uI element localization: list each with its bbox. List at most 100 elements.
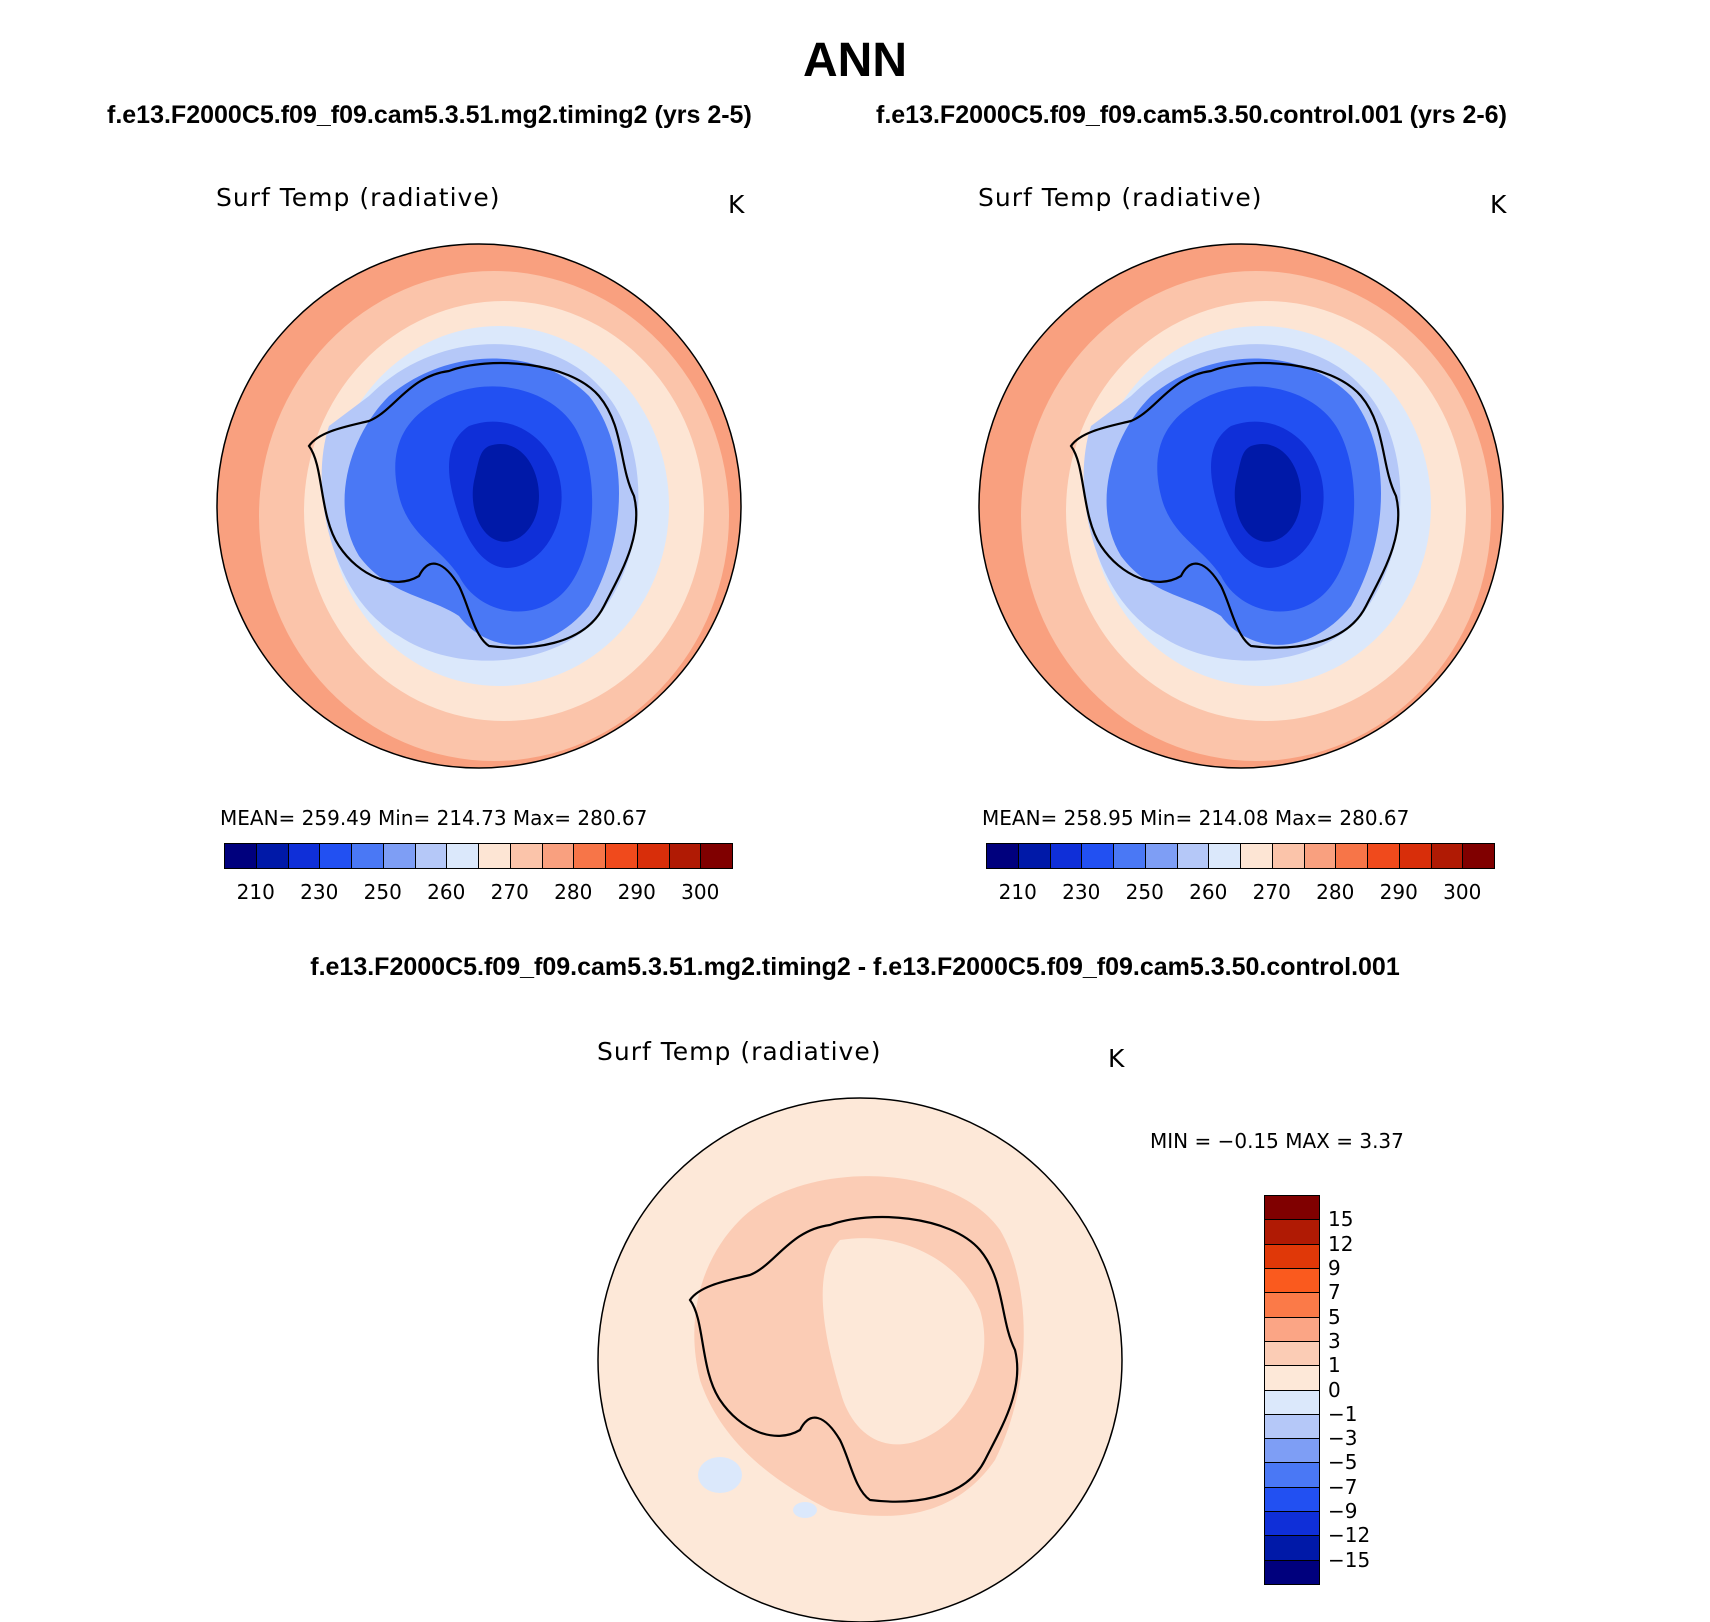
colorbar-swatch: [1017, 843, 1051, 869]
case-title-control: f.e13.F2000C5.f09_f09.cam5.3.50.control.…: [876, 101, 1507, 129]
colorbar-swatch: [1264, 1243, 1320, 1269]
colorbar-tick-label: 210: [998, 880, 1037, 904]
colorbar-swatch: [1264, 1389, 1320, 1415]
main-title: ANN: [803, 34, 907, 87]
colorbar-tick-label: 250: [363, 880, 402, 904]
colorbar-swatch: [541, 843, 575, 869]
colorbar-tick-label: −7: [1328, 1474, 1358, 1499]
colorbar-swatch: [1264, 1486, 1320, 1513]
colorbar-swatch: [1264, 1340, 1320, 1367]
colorbar-swatch: [605, 843, 638, 869]
panel2-units-label: K: [1490, 190, 1508, 219]
colorbar-swatch: [1430, 843, 1464, 869]
colorbar-swatch: [1264, 1316, 1320, 1342]
colorbar-swatch: [1264, 1195, 1320, 1221]
colorbar-swatch: [255, 843, 289, 869]
colorbar-tick-label: −5: [1328, 1450, 1358, 1475]
colorbar-swatch: [668, 843, 702, 869]
colorbar-swatch: [1264, 1535, 1320, 1561]
colorbar-swatch: [1367, 843, 1400, 869]
colorbar-swatch: [319, 843, 352, 869]
diff-colorbar: [1264, 1195, 1320, 1585]
colorbar-swatch: [1264, 1365, 1320, 1391]
panel2-colorbar: [986, 843, 1495, 869]
colorbar-swatch: [1144, 843, 1178, 869]
diff-polar-map: [597, 1097, 1123, 1622]
colorbar-swatch: [414, 843, 448, 869]
colorbar-tick-label: 260: [427, 880, 466, 904]
colorbar-tick-label: 280: [1316, 880, 1355, 904]
colorbar-swatch: [636, 843, 670, 869]
colorbar-swatch: [287, 843, 321, 869]
panel2-colorbar-ticks: 210 230 250 260 270 280 290 300: [986, 880, 1494, 906]
colorbar-tick-label: 7: [1328, 1280, 1341, 1305]
panel2-variable-label: Surf Temp (radiative): [978, 183, 1263, 212]
colorbar-tick-label: 250: [1125, 880, 1164, 904]
colorbar-swatch: [1049, 843, 1083, 869]
colorbar-tick-label: 230: [1062, 880, 1101, 904]
colorbar-swatch: [1264, 1511, 1320, 1537]
panel1-variable-label: Surf Temp (radiative): [216, 183, 501, 212]
colorbar-swatch: [509, 843, 543, 869]
diff-colorbar-ticks: 15 12 9 7 5 3 1 0 −1 −3 −5 −7 −9 −12 −15: [1328, 1195, 1388, 1584]
colorbar-swatch: [1303, 843, 1337, 869]
colorbar-swatch: [1176, 843, 1210, 869]
colorbar-swatch: [1398, 843, 1432, 869]
colorbar-swatch: [1335, 843, 1368, 869]
colorbar-swatch: [573, 843, 606, 869]
colorbar-tick-label: 0: [1328, 1377, 1341, 1402]
colorbar-swatch: [986, 843, 1019, 869]
colorbar-tick-label: −15: [1328, 1547, 1371, 1572]
colorbar-swatch: [1081, 843, 1114, 869]
colorbar-tick-label: 15: [1328, 1207, 1354, 1232]
colorbar-tick-label: 290: [617, 880, 656, 904]
colorbar-swatch: [446, 843, 479, 869]
colorbar-swatch: [1113, 843, 1146, 869]
colorbar-tick-label: 230: [300, 880, 339, 904]
colorbar-swatch: [700, 843, 733, 869]
colorbar-tick-label: 280: [554, 880, 593, 904]
colorbar-swatch: [351, 843, 384, 869]
colorbar-swatch: [382, 843, 416, 869]
panel1-colorbar-ticks: 210 230 250 260 270 280 290 300: [224, 880, 732, 906]
panel1-stats: MEAN= 259.49 Min= 214.73 Max= 280.67: [220, 806, 648, 830]
colorbar-tick-label: −12: [1328, 1523, 1371, 1548]
colorbar-tick-label: 210: [236, 880, 275, 904]
colorbar-tick-label: 300: [681, 880, 720, 904]
panel1-units-label: K: [728, 190, 746, 219]
diff-variable-label: Surf Temp (radiative): [597, 1037, 882, 1066]
colorbar-swatch: [224, 843, 257, 869]
panel1-colorbar: [224, 843, 733, 869]
colorbar-swatch: [478, 843, 511, 869]
colorbar-tick-label: 9: [1328, 1255, 1341, 1280]
colorbar-tick-label: 290: [1379, 880, 1418, 904]
colorbar-tick-label: −9: [1328, 1499, 1358, 1524]
colorbar-swatch: [1264, 1462, 1320, 1488]
colorbar-swatch: [1271, 843, 1305, 869]
colorbar-swatch: [1264, 1438, 1320, 1464]
colorbar-swatch: [1264, 1413, 1320, 1440]
colorbar-tick-label: −1: [1328, 1401, 1358, 1426]
colorbar-tick-label: 3: [1328, 1328, 1341, 1353]
colorbar-swatch: [1264, 1292, 1320, 1318]
colorbar-swatch: [1462, 843, 1495, 869]
colorbar-tick-label: 1: [1328, 1353, 1341, 1378]
diff-stats: MIN = −0.15 MAX = 3.37: [1150, 1129, 1404, 1153]
colorbar-tick-label: 12: [1328, 1231, 1354, 1256]
panel1-polar-map: [216, 243, 742, 769]
case-title-test: f.e13.F2000C5.f09_f09.cam5.3.51.mg2.timi…: [107, 101, 752, 129]
colorbar-tick-label: 270: [1252, 880, 1291, 904]
colorbar-swatch: [1208, 843, 1241, 869]
colorbar-tick-label: 260: [1189, 880, 1228, 904]
colorbar-swatch: [1240, 843, 1273, 869]
panel2-stats: MEAN= 258.95 Min= 214.08 Max= 280.67: [982, 806, 1410, 830]
panel2-polar-map: [978, 243, 1504, 769]
colorbar-tick-label: 300: [1443, 880, 1482, 904]
colorbar-tick-label: −3: [1328, 1426, 1358, 1451]
colorbar-tick-label: 270: [490, 880, 529, 904]
diff-title: f.e13.F2000C5.f09_f09.cam5.3.51.mg2.timi…: [310, 953, 1400, 981]
colorbar-swatch: [1264, 1219, 1320, 1245]
diff-units-label: K: [1108, 1044, 1126, 1073]
colorbar-swatch: [1264, 1267, 1320, 1294]
colorbar-swatch: [1264, 1559, 1320, 1585]
